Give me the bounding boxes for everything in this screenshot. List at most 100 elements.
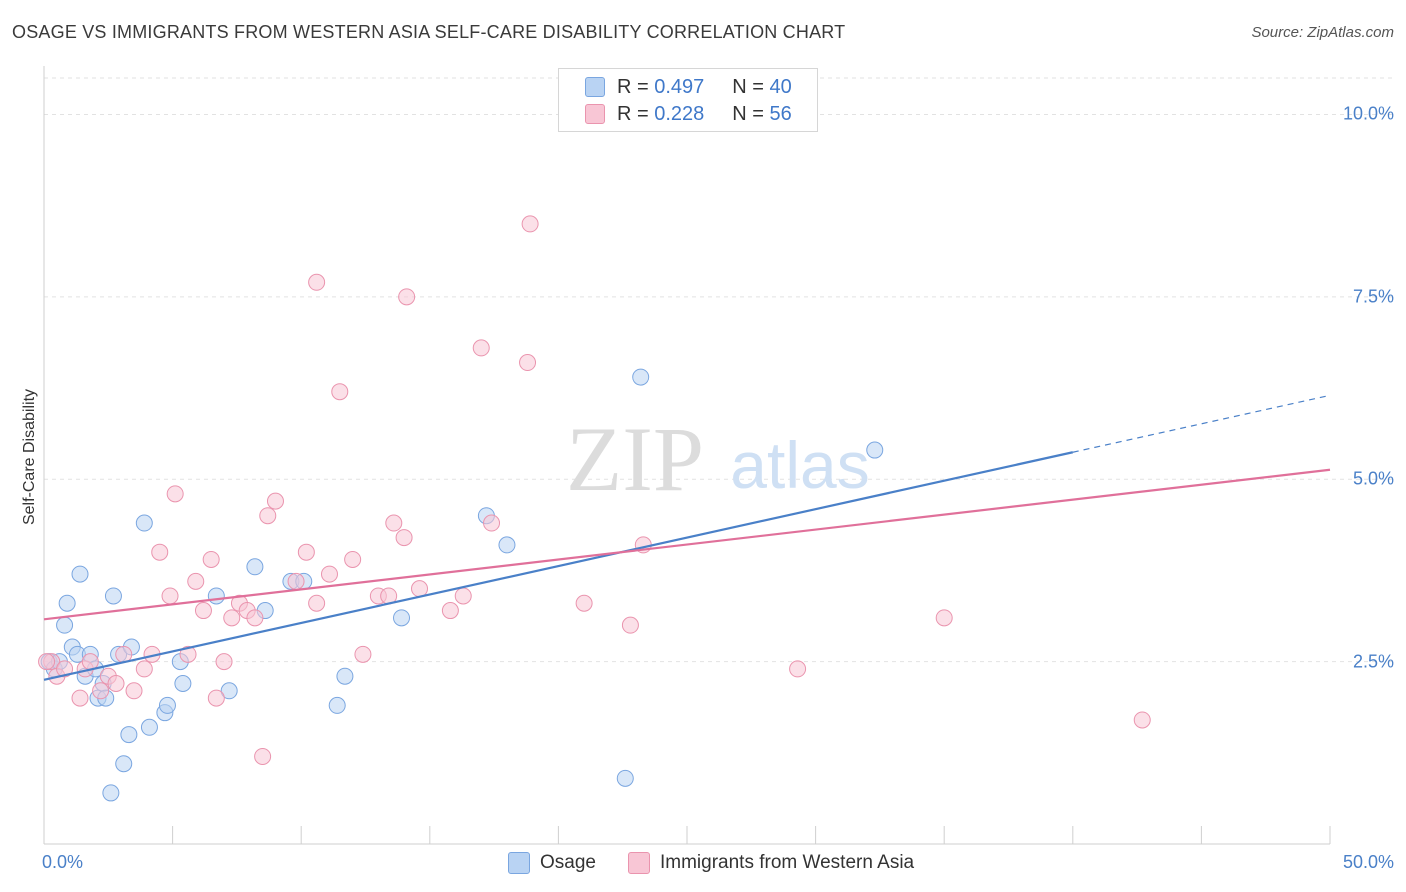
western-asia-point <box>151 543 169 561</box>
osage-point <box>71 565 89 583</box>
legend-n-label: N = <box>732 102 764 125</box>
western-asia-point <box>521 215 539 233</box>
legend-n-value: 56 <box>769 102 792 125</box>
bottom-legend-swatch-osage <box>508 852 530 874</box>
osage-point <box>336 667 354 685</box>
osage-point <box>207 587 225 605</box>
y-tick-label: 5.0% <box>1352 468 1394 489</box>
osage-point <box>104 587 122 605</box>
western-asia-point <box>259 507 277 525</box>
y-tick-label: 7.5% <box>1352 286 1394 307</box>
chart-title: OSAGE VS IMMIGRANTS FROM WESTERN ASIA SE… <box>12 22 846 42</box>
western-asia-point <box>398 288 416 306</box>
watermark: ZIP atlas <box>566 408 870 510</box>
western-asia-point <box>81 653 99 671</box>
legend-r-value: 0.228 <box>654 102 705 125</box>
western-asia-point <box>166 485 184 503</box>
western-asia-point <box>354 645 372 663</box>
legend-r-label: R = <box>617 75 649 98</box>
y-tick-label: 2.5% <box>1352 651 1394 672</box>
western-asia-point <box>187 572 205 590</box>
western-asia-point <box>71 689 89 707</box>
western-asia-point <box>254 747 272 765</box>
bottom-legend-osage: Osage <box>508 850 596 876</box>
trend-lines <box>43 394 1331 681</box>
western-asia-point <box>320 565 338 583</box>
x-tick-min: 0.0% <box>42 852 84 872</box>
osage-point <box>246 558 264 576</box>
bottom-legend-label-osage: Osage <box>540 852 596 873</box>
western-asia-point <box>385 514 403 532</box>
western-asia-point <box>297 543 315 561</box>
western-asia-point <box>331 383 349 401</box>
legend-n-value: 40 <box>769 75 792 98</box>
western-asia-point <box>223 609 241 627</box>
y-tick-label: 10.0% <box>1342 103 1394 124</box>
western-asia-point <box>308 273 326 291</box>
osage-point <box>120 726 138 744</box>
legend-row-western-asia: R = 0.228 N = 56 <box>585 102 792 126</box>
osage-point <box>115 755 133 773</box>
bottom-legend-swatch-western-asia <box>628 852 650 874</box>
western-asia-point <box>246 609 264 627</box>
western-asia-point <box>161 587 179 605</box>
osage-point <box>632 368 650 386</box>
western-asia-point <box>441 602 459 620</box>
osage-point <box>616 769 634 787</box>
x-tick-max: 50.0% <box>1342 852 1394 872</box>
osage-point <box>140 718 158 736</box>
osage-point <box>56 616 74 634</box>
osage-trend-extension <box>1072 394 1331 453</box>
western-asia-point <box>207 689 225 707</box>
osage-trend-line <box>43 451 1074 681</box>
source-label: Source: ZipAtlas.com <box>1251 24 1394 41</box>
western-asia-point <box>135 660 153 678</box>
osage-point <box>135 514 153 532</box>
osage-point <box>158 696 176 714</box>
osage-point <box>393 609 411 627</box>
legend-n-label: N = <box>732 75 764 98</box>
western-asia-point <box>621 616 639 634</box>
western-asia-point <box>92 682 110 700</box>
western-asia-trend-line <box>43 468 1331 621</box>
western-asia-point <box>194 602 212 620</box>
axes <box>43 66 1331 845</box>
bottom-legend-label-western-asia: Immigrants from Western Asia <box>660 852 915 873</box>
watermark-zip: ZIP <box>566 408 704 510</box>
osage-point <box>102 784 120 802</box>
western-asia-point <box>179 645 197 663</box>
legend-r-value: 0.497 <box>654 75 705 98</box>
western-asia-point <box>266 492 284 510</box>
western-asia-point <box>789 660 807 678</box>
western-asia-point <box>454 587 472 605</box>
legend-r-label: R = <box>617 102 649 125</box>
osage-point <box>498 536 516 554</box>
osage-point <box>220 682 238 700</box>
western-asia-point <box>56 660 74 678</box>
western-asia-point <box>308 594 326 612</box>
western-asia-point <box>519 354 537 372</box>
western-asia-point <box>287 572 305 590</box>
western-asia-point <box>215 653 233 671</box>
western-asia-point <box>411 580 429 598</box>
data-points <box>38 215 1151 802</box>
gridlines <box>44 77 1392 663</box>
western-asia-point <box>38 653 56 671</box>
western-asia-point <box>107 675 125 693</box>
legend-swatch-western-asia <box>585 104 605 124</box>
western-asia-point <box>202 550 220 568</box>
western-asia-point <box>395 529 413 547</box>
osage-point <box>328 696 346 714</box>
western-asia-point <box>483 514 501 532</box>
western-asia-point <box>575 594 593 612</box>
western-asia-point <box>125 682 143 700</box>
legend-swatch-osage <box>585 77 605 97</box>
western-asia-point <box>1133 711 1151 729</box>
osage-point <box>866 441 884 459</box>
osage-point <box>58 594 76 612</box>
legend-row-osage: R = 0.497 N = 40 <box>585 75 792 99</box>
western-asia-point <box>935 609 953 627</box>
watermark-atlas: atlas <box>730 428 869 502</box>
correlation-legend: R = 0.497 N = 40 R = 0.228 N = 56 <box>558 68 818 132</box>
